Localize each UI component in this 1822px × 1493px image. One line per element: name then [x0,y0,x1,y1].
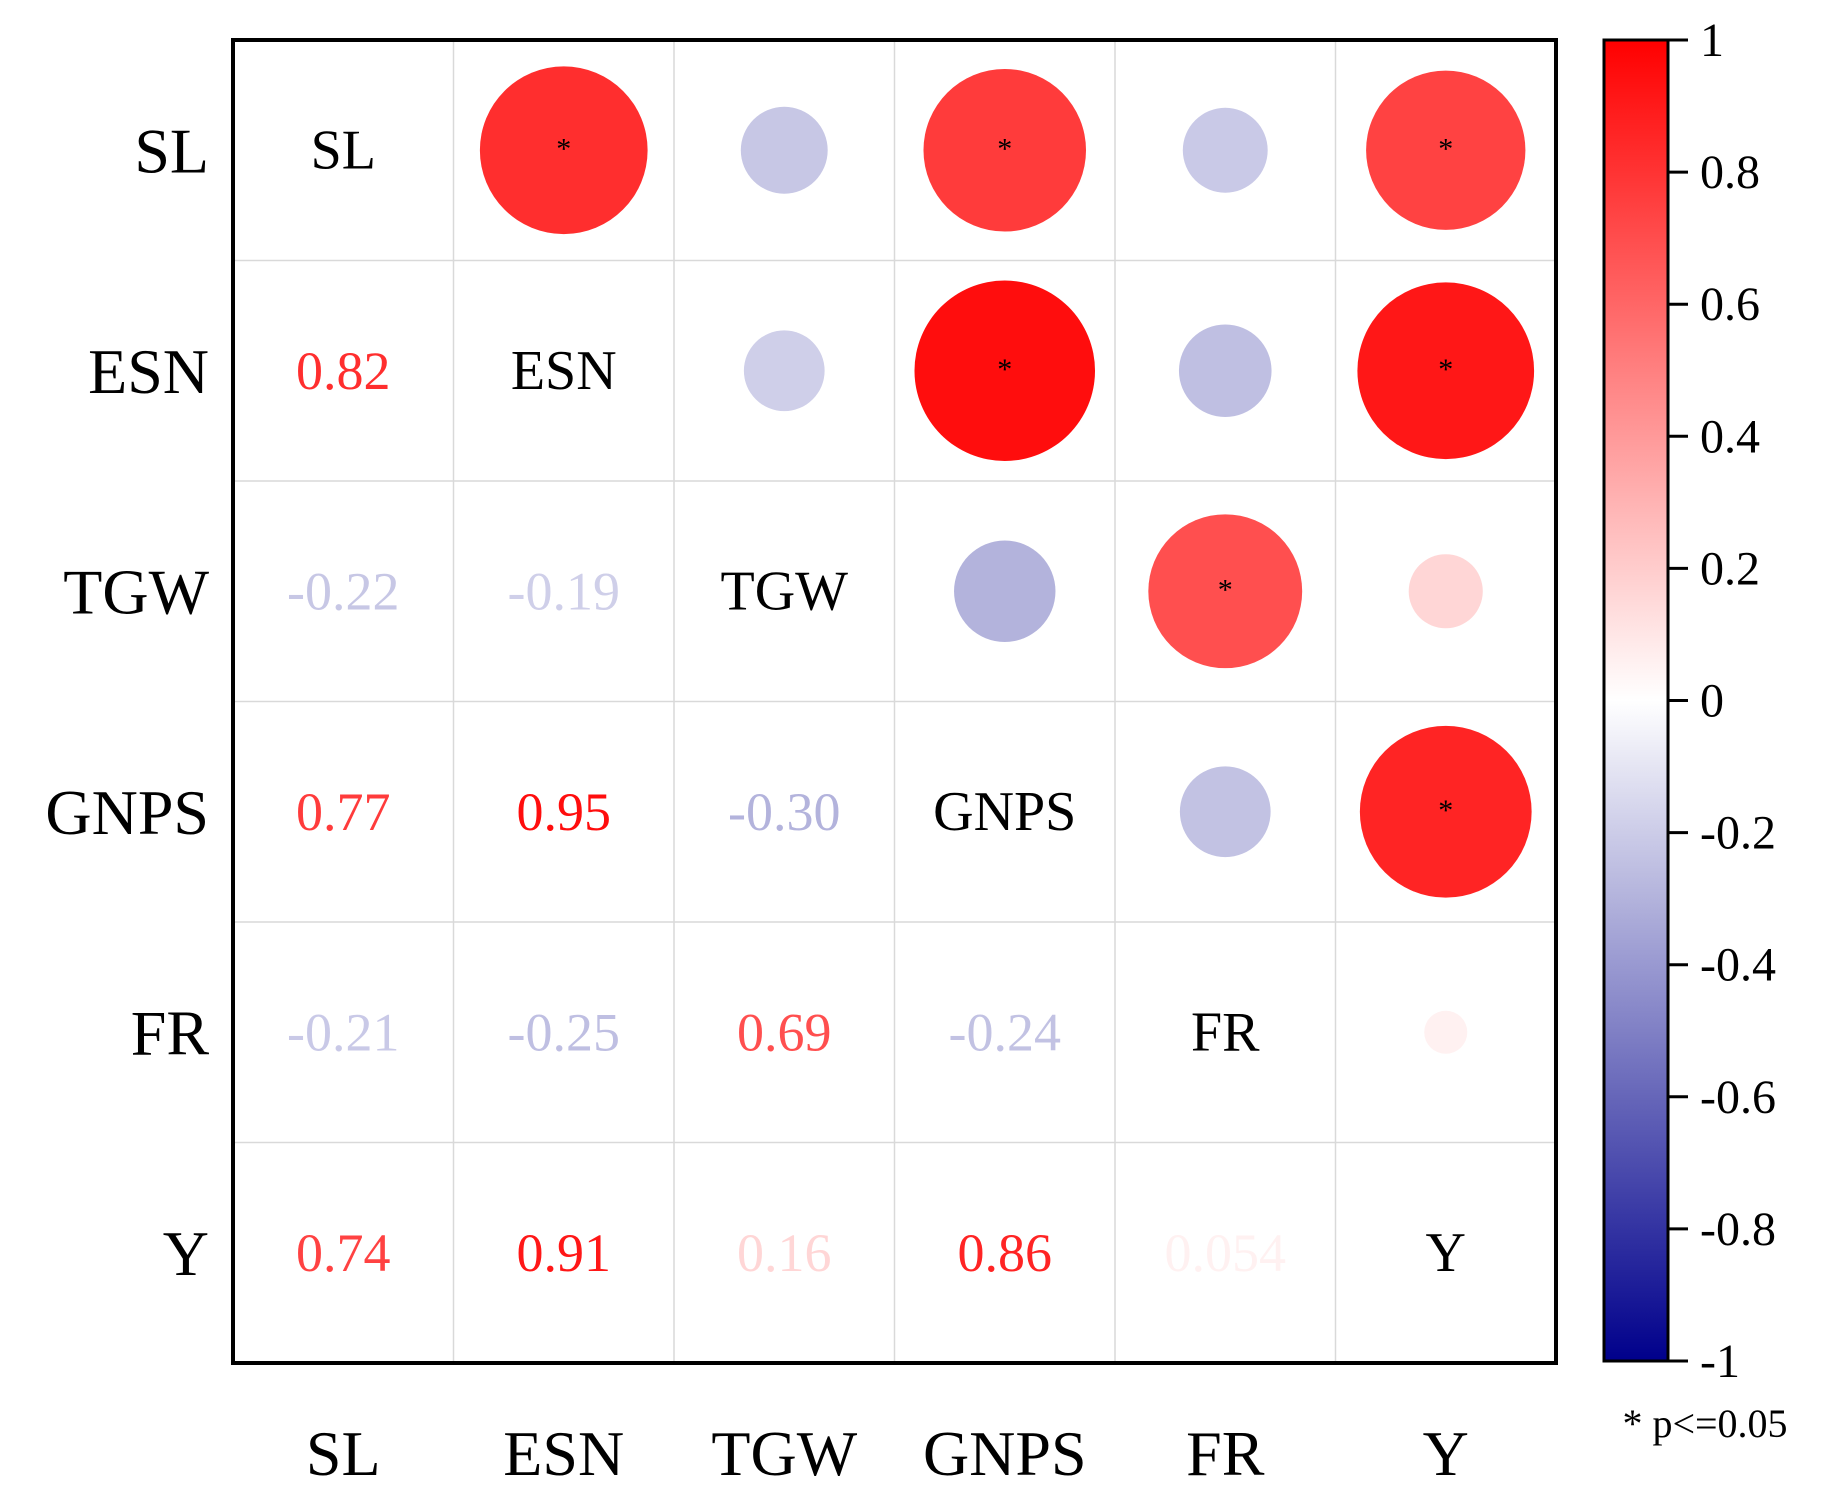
column-label-tgw: TGW [711,1418,857,1488]
colorbar-tick-label: -0.8 [1700,1203,1776,1256]
correlation-value: 0.77 [296,782,391,842]
correlation-circle [954,540,1056,642]
significance-marker: * [556,132,571,165]
colorbar-tick-label: -0.2 [1700,807,1776,860]
diagonal-label-y: Y [1426,1222,1466,1284]
correlation-circle [1148,514,1303,669]
correlation-value: -0.22 [287,561,399,621]
diagonal-label-fr: FR [1191,1001,1260,1063]
correlation-value: -0.30 [728,782,840,842]
row-label-sl: SL [134,115,209,186]
correlation-circle [1359,725,1532,898]
row-label-y: Y [163,1218,209,1289]
row-label-tgw: TGW [63,556,209,627]
correlation-circle [1357,282,1535,460]
plot-frame [231,38,1558,1365]
correlation-value: -0.25 [508,1002,620,1062]
colorbar-tick-label: 0.4 [1700,410,1760,463]
column-label-gnps: GNPS [923,1418,1087,1488]
column-label-sl: SL [306,1418,381,1488]
correlation-circle [1366,70,1526,230]
correlation-value: 0.86 [958,1223,1053,1283]
correlation-circle [1178,324,1272,418]
significance-marker: * [1438,353,1453,386]
correlation-value: 0.054 [1165,1223,1287,1283]
correlation-circle [479,66,648,235]
significance-marker: * [1218,573,1233,606]
significance-marker: * [997,132,1012,165]
correlation-value: 0.82 [296,341,391,401]
row-label-esn: ESN [88,336,209,407]
column-label-fr: FR [1186,1418,1265,1488]
column-label-esn: ESN [503,1418,624,1488]
row-label-gnps: GNPS [45,777,209,848]
row-label-fr: FR [131,997,210,1068]
colorbar-tick-label: 1 [1700,14,1724,67]
significance-marker: * [997,353,1012,386]
colorbar-tick-label: 0.8 [1700,146,1760,199]
significance-marker: * [1438,132,1453,165]
colorbar-tick-label: -0.6 [1700,1071,1776,1124]
correlation-circle [1179,766,1271,858]
colorbar-tick-label: 0.2 [1700,542,1760,595]
diagonal-label-sl: SL [311,119,376,181]
colorbar-tick-label: -0.4 [1700,939,1776,992]
correlation-circle [1182,107,1268,193]
correlation-value: -0.21 [287,1002,399,1062]
colorbar [1604,40,1668,1361]
significance-marker: * [1438,794,1453,827]
correlation-circle [914,280,1096,462]
significance-note: * p<=0.05 [1622,1401,1788,1446]
correlation-value: 0.69 [737,1002,832,1062]
colorbar-tick-label: 0 [1700,675,1724,728]
correlation-value: 0.16 [737,1223,832,1283]
correlation-circle [1408,554,1483,629]
correlation-value: -0.19 [508,561,620,621]
diagonal-label-gnps: GNPS [933,781,1076,843]
correlation-circle [743,330,825,412]
colorbar-tick-label: -1 [1700,1335,1740,1388]
column-label-y: Y [1423,1418,1469,1488]
correlation-circle [1424,1010,1468,1054]
correlation-value: 0.91 [517,1223,612,1283]
correlation-circle [923,68,1087,232]
correlation-value: 0.95 [517,782,612,842]
diagonal-label-tgw: TGW [720,560,848,622]
diagonal-label-esn: ESN [511,340,617,402]
correlation-value: -0.24 [949,1002,1061,1062]
correlation-value: 0.74 [296,1223,391,1283]
colorbar-tick-label: 0.6 [1700,278,1760,331]
correlation-circle [740,106,828,194]
